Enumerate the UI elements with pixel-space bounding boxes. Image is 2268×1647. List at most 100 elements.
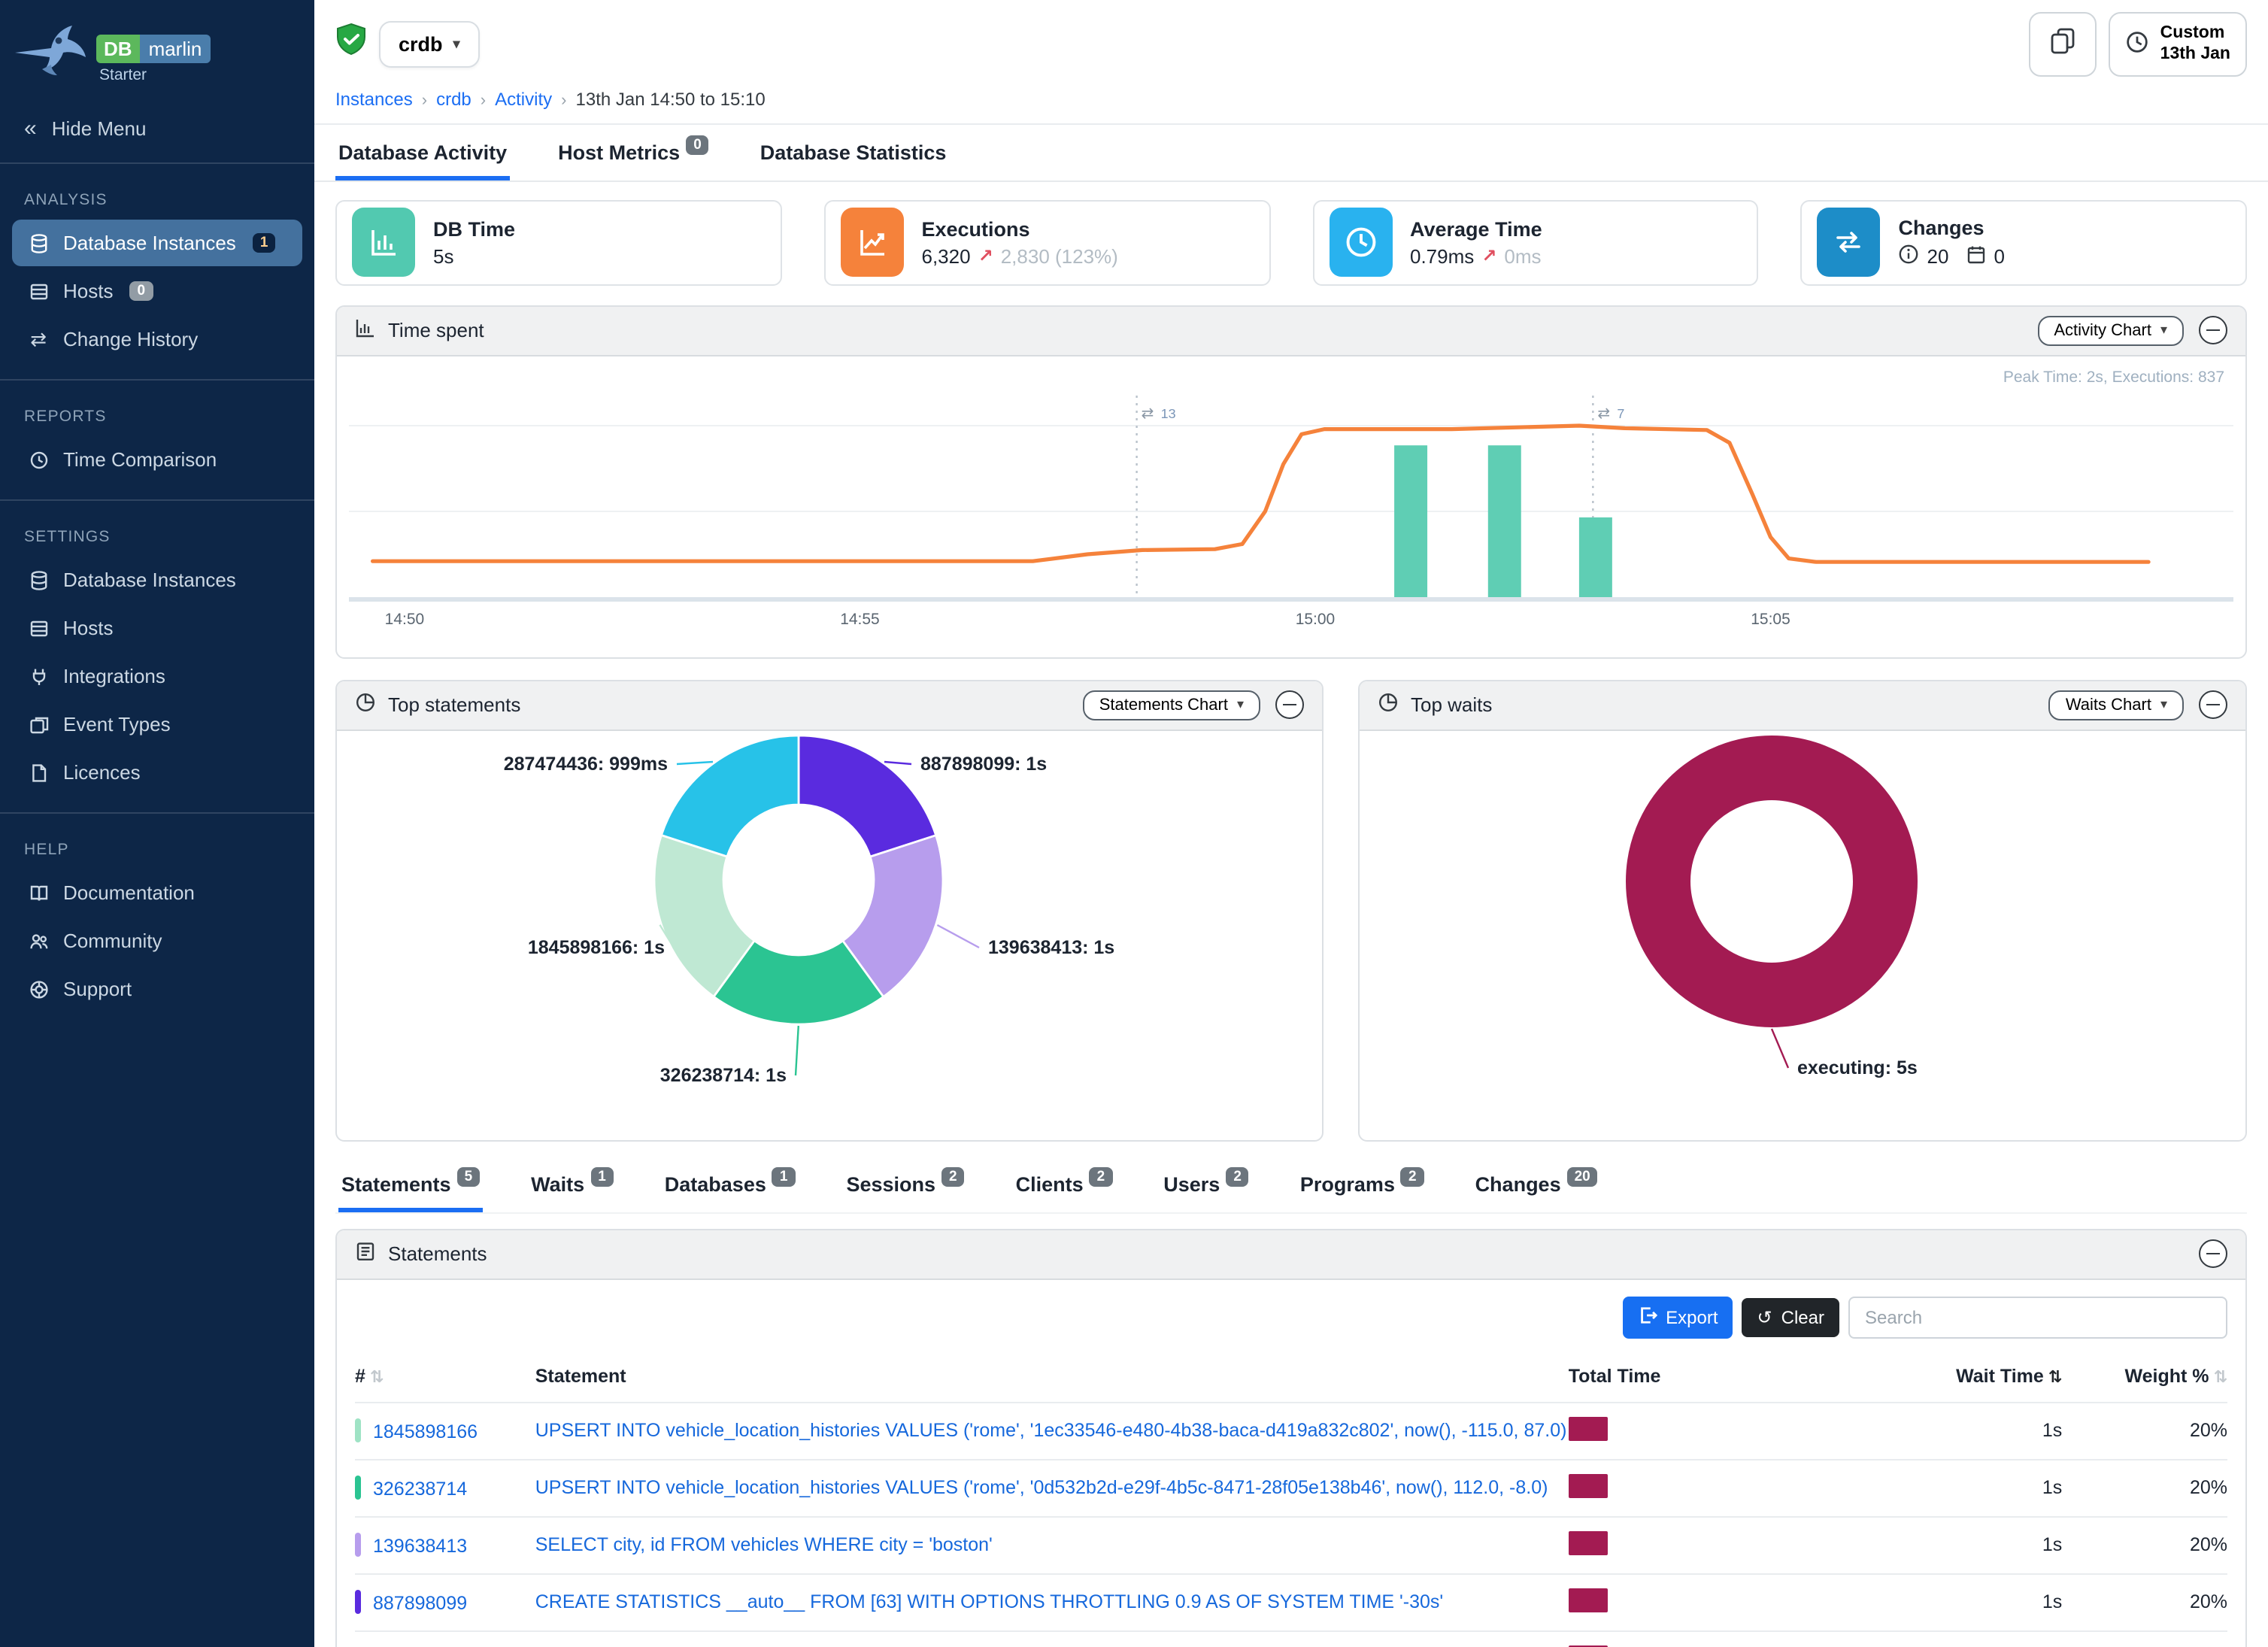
table-row: 1845898166 UPSERT INTO vehicle_location_…	[355, 1401, 2227, 1460]
tab-databases[interactable]: Databases 1	[662, 1157, 799, 1212]
top-waits-header: Top waits Waits Chart ▾	[1360, 681, 2245, 731]
sidebar-item-hosts-settings[interactable]: Hosts	[12, 605, 302, 651]
column-header-num[interactable]: # ⇅	[355, 1365, 384, 1387]
sidebar-item-database-instances-settings[interactable]: Database Instances	[12, 557, 302, 603]
collapse-panel-button[interactable]	[2199, 1239, 2227, 1269]
top-waits-donut-svg[interactable]: executing: 5s	[1360, 731, 2241, 1134]
statement-id-link[interactable]: 139638413	[373, 1536, 468, 1558]
tab-database-activity[interactable]: Database Activity	[335, 125, 511, 180]
svg-text:15:05: 15:05	[1751, 610, 1790, 627]
calendar-icon	[1965, 244, 1986, 269]
table-row: 139638413 SELECT city, id FROM vehicles …	[355, 1515, 2227, 1574]
svg-text:13: 13	[1161, 405, 1176, 420]
time-range-mode: Custom	[2160, 24, 2225, 42]
column-header-total-time[interactable]: Total Time	[1568, 1365, 1661, 1387]
statement-link[interactable]: UPSERT INTO vehicle_location_histories V…	[535, 1420, 1567, 1442]
clock-icon	[2126, 30, 2150, 59]
tab-sessions[interactable]: Sessions 2	[843, 1157, 967, 1212]
undo-icon: ↺	[1757, 1306, 1772, 1328]
top-statements-donut-svg[interactable]: 887898099: 1s 139638413: 1s 326238714: 1s 1…	[337, 731, 1322, 1134]
top-statements-chart[interactable]: 887898099: 1s 139638413: 1s 326238714: 1s 1…	[337, 731, 1322, 1140]
pie-chart-icon	[1378, 693, 1399, 718]
sidebar-section-reports: REPORTS Time Comparison	[0, 381, 314, 501]
tab-host-metrics[interactable]: Host Metrics 0	[555, 125, 712, 180]
time-range-button[interactable]: Custom 13th Jan	[2109, 12, 2247, 77]
search-input[interactable]	[1848, 1296, 2227, 1339]
collapse-panel-button[interactable]	[2199, 690, 2227, 720]
export-button[interactable]: Export	[1622, 1296, 1733, 1339]
activity-chart-selector[interactable]: Activity Chart ▾	[2037, 315, 2184, 346]
trend-up-arrow: ↗	[978, 245, 993, 267]
tab-users[interactable]: Users 2	[1160, 1157, 1252, 1212]
bar-chart-icon	[352, 208, 415, 278]
marlin-fish-icon	[12, 15, 90, 89]
copy-link-button[interactable]	[2029, 12, 2097, 77]
breadcrumb-instance[interactable]: crdb	[436, 88, 471, 110]
total-time-bar	[1568, 1473, 1608, 1498]
info-circle-icon	[1899, 244, 1920, 269]
statement-id-link[interactable]: 326238714	[373, 1479, 468, 1500]
collapse-panel-button[interactable]	[1275, 690, 1304, 720]
tab-programs[interactable]: Programs 2	[1297, 1157, 1427, 1212]
tab-waits[interactable]: Waits 1	[528, 1157, 617, 1212]
sort-icon-active: ⇅	[2048, 1368, 2063, 1387]
statement-link[interactable]: SELECT city, id FROM vehicles WHERE city…	[535, 1534, 993, 1556]
sidebar-item-change-history[interactable]: ⇄ Change History	[12, 316, 302, 362]
chevron-down-icon: ▾	[453, 35, 460, 51]
tab-changes[interactable]: Changes 20	[1472, 1157, 1601, 1212]
tab-clients[interactable]: Clients 2	[1013, 1157, 1116, 1212]
column-header-wait-time[interactable]: Wait Time ⇅	[1956, 1365, 2063, 1387]
detail-tabs: Statements 5 Waits 1 Databases 1 Sessions 2 …	[335, 1157, 2247, 1214]
sidebar-item-licences[interactable]: Licences	[12, 749, 302, 796]
collapse-panel-button[interactable]	[2199, 316, 2227, 345]
time-spent-panel-header: Time spent Activity Chart ▾	[337, 306, 2245, 356]
waits-chart-selector[interactable]: Waits Chart ▾	[2048, 690, 2184, 720]
sidebar-item-documentation[interactable]: Documentation	[12, 869, 302, 916]
statements-chart-selector[interactable]: Statements Chart ▾	[1082, 690, 1260, 720]
top-statements-panel: Top statements Statements Chart ▾ 8878980…	[335, 679, 1324, 1142]
sidebar-item-event-types[interactable]: Event Types	[12, 701, 302, 748]
statement-color-chip	[355, 1590, 361, 1615]
chart-icon	[355, 318, 376, 344]
clear-button[interactable]: ↺ Clear	[1742, 1297, 1839, 1337]
weight-value: 20%	[2062, 1515, 2227, 1574]
server-icon	[27, 617, 50, 639]
breadcrumb-activity[interactable]: Activity	[495, 88, 553, 110]
sidebar-item-community[interactable]: Community	[12, 918, 302, 964]
breadcrumb-instances[interactable]: Instances	[335, 88, 413, 110]
svg-text:14:50: 14:50	[385, 610, 424, 627]
statement-color-chip	[355, 1533, 361, 1558]
top-bar: crdb ▾ Custom 13th Jan	[314, 0, 2268, 80]
tab-statements[interactable]: Statements 5	[338, 1157, 484, 1212]
metric-card-average-time: Average Time 0.79ms ↗ 0ms	[1312, 199, 1759, 286]
top-waits-chart[interactable]: executing: 5s	[1360, 731, 2245, 1140]
time-spent-chart-svg[interactable]: ⇄ 13 ⇄ 7 14:50 14:55 15:00 15:05	[337, 356, 2245, 651]
svg-text:139638413: 1s: 139638413: 1s	[988, 937, 1114, 958]
tab-database-statistics[interactable]: Database Statistics	[760, 141, 947, 164]
statement-id-link[interactable]: 1845898166	[373, 1421, 478, 1443]
main-content: crdb ▾ Custom 13th Jan Instances › crdb › A	[314, 0, 2268, 1647]
svg-text:⇄: ⇄	[1142, 405, 1154, 421]
sidebar-item-support[interactable]: Support	[12, 966, 302, 1012]
column-header-weight[interactable]: Weight % ⇅	[2124, 1365, 2228, 1387]
sidebar-item-hosts[interactable]: Hosts 0	[12, 268, 302, 314]
sidebar-item-integrations[interactable]: Integrations	[12, 653, 302, 699]
instance-selector-button[interactable]: crdb ▾	[379, 20, 480, 68]
statement-id-link[interactable]: 887898099	[373, 1593, 468, 1615]
svg-text:⇄: ⇄	[1597, 405, 1610, 421]
svg-text:1845898166: 1s: 1845898166: 1s	[528, 937, 665, 958]
time-spent-chart[interactable]: Peak Time: 2s, Executions: 837 ⇄ 13 ⇄ 7 14:5…	[337, 356, 2245, 657]
hide-menu-button[interactable]: « Hide Menu	[0, 98, 314, 164]
breadcrumb-current-range: 13th Jan 14:50 to 15:10	[575, 88, 766, 110]
sidebar-item-time-comparison[interactable]: Time Comparison	[12, 436, 302, 483]
time-spent-panel: Time spent Activity Chart ▾ Peak Time: 2s…	[335, 305, 2247, 659]
server-icon	[27, 280, 50, 302]
sidebar-item-database-instances[interactable]: Database Instances 1	[12, 220, 302, 266]
support-lifebuoy-icon	[27, 978, 50, 1000]
svg-text:326238714: 1s: 326238714: 1s	[660, 1065, 787, 1086]
weight-value: 20%	[2062, 1401, 2227, 1460]
changes-count: 20	[1927, 244, 1949, 268]
column-header-statement[interactable]: Statement	[535, 1365, 626, 1387]
statement-link[interactable]: CREATE STATISTICS __auto__ FROM [63] WIT…	[535, 1591, 1444, 1613]
statement-link[interactable]: UPSERT INTO vehicle_location_histories V…	[535, 1477, 1548, 1499]
